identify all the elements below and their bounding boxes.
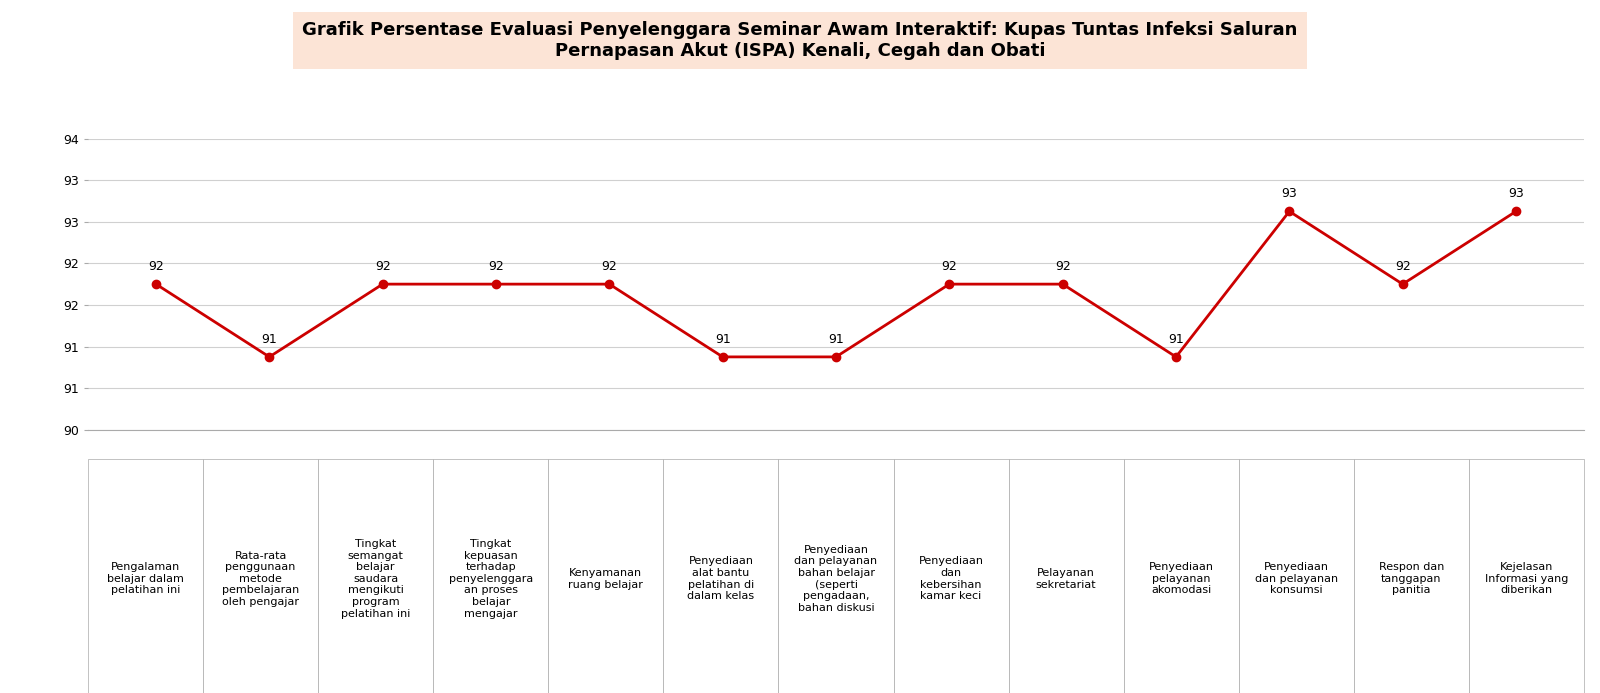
Rata-Rata	[259, 353, 278, 361]
Line: Rata-Rata: Rata-Rata	[152, 207, 1520, 361]
Text: 92: 92	[1395, 260, 1411, 273]
Rata-Rata	[1280, 207, 1299, 216]
Rata-Rata	[827, 353, 846, 361]
Rata-Rata	[714, 353, 733, 361]
Rata-Rata	[1394, 280, 1413, 288]
Rata-Rata	[939, 280, 958, 288]
Text: 91: 91	[261, 333, 277, 346]
Rata-Rata	[1507, 207, 1526, 216]
Text: 92: 92	[1054, 260, 1070, 273]
Rata-Rata	[373, 280, 392, 288]
Rata-Rata	[486, 280, 506, 288]
Text: 92: 92	[374, 260, 390, 273]
Text: 92: 92	[149, 260, 163, 273]
Rata-Rata	[1053, 280, 1072, 288]
Rata-Rata	[147, 280, 166, 288]
Text: 92: 92	[941, 260, 957, 273]
Text: 92: 92	[602, 260, 618, 273]
Text: 91: 91	[715, 333, 731, 346]
Rata-Rata	[600, 280, 619, 288]
Text: 91: 91	[1168, 333, 1184, 346]
Text: Grafik Persentase Evaluasi Penyelenggara Seminar Awam Interaktif: Kupas Tuntas I: Grafik Persentase Evaluasi Penyelenggara…	[302, 21, 1298, 60]
Text: 91: 91	[829, 333, 843, 346]
Text: 92: 92	[488, 260, 504, 273]
Text: 93: 93	[1282, 187, 1298, 200]
Text: 93: 93	[1509, 187, 1523, 200]
Rata-Rata	[1166, 353, 1186, 361]
